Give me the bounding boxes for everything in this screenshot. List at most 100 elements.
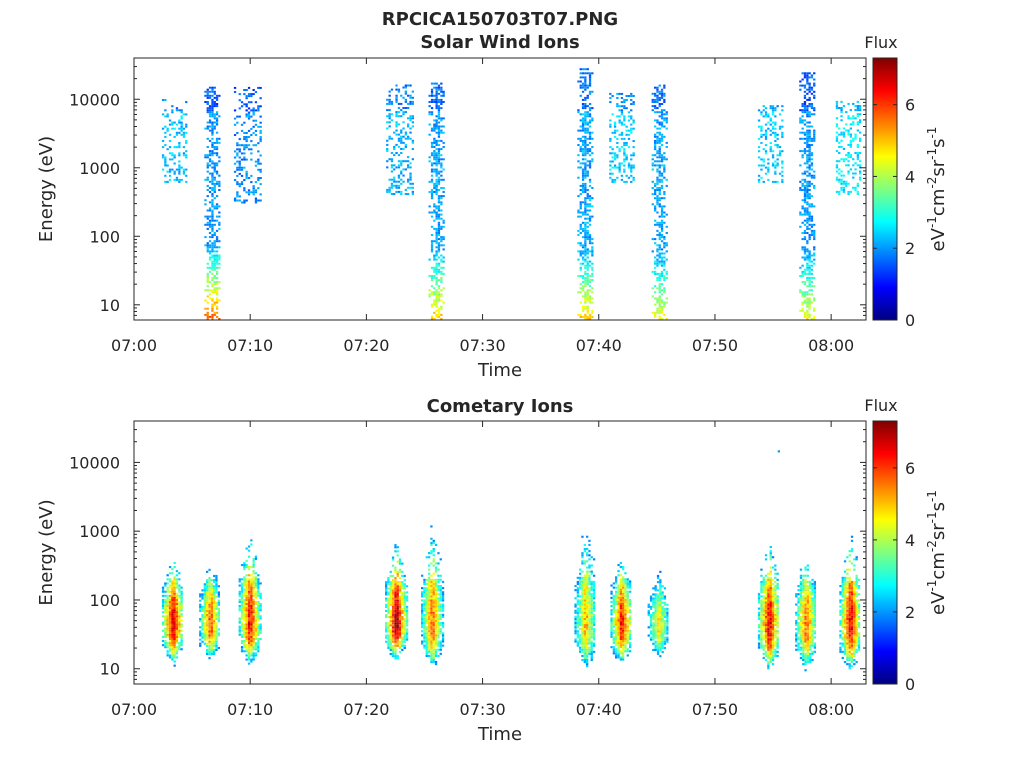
flux-cell [651, 311, 654, 314]
flux-cell [257, 105, 260, 108]
flux-cell [434, 587, 438, 590]
flux-cell [584, 295, 587, 298]
flux-cell [859, 131, 862, 134]
flux-cell [173, 652, 176, 655]
flux-cell [397, 88, 401, 91]
flux-cell [581, 648, 584, 651]
flux-cell [808, 215, 811, 218]
flux-cell [430, 279, 434, 282]
flux-cell [407, 156, 410, 159]
flux-cell [213, 601, 216, 604]
flux-cell [808, 131, 811, 134]
flux-cell [590, 597, 593, 600]
flux-cell [627, 115, 631, 118]
flux-cell [391, 614, 395, 617]
flux-cell [173, 644, 176, 647]
flux-cell [757, 146, 761, 149]
flux-cell [247, 586, 251, 589]
flux-cell [211, 98, 214, 101]
flux-cell [423, 599, 426, 602]
flux-cell [656, 90, 659, 93]
flux-cell [430, 628, 433, 631]
flux-cell [409, 172, 412, 175]
flux-cell [583, 595, 586, 598]
flux-cell [218, 221, 221, 224]
flux-cell [394, 653, 397, 656]
flux-cell [243, 609, 246, 612]
flux-cell [764, 111, 768, 114]
flux-cell [168, 158, 172, 161]
flux-cell [576, 591, 579, 594]
flux-cell [658, 131, 661, 134]
flux-cell [388, 98, 391, 101]
flux-cell [806, 279, 809, 282]
flux-cell [387, 577, 390, 580]
flux-cell [776, 144, 779, 147]
flux-cell [808, 223, 811, 226]
flux-cell [803, 252, 807, 255]
flux-cell [588, 135, 592, 138]
flux-cell [430, 234, 434, 236]
flux-cell [656, 299, 659, 302]
flux-cell [574, 597, 577, 600]
flux-cell [581, 86, 585, 89]
flux-cell [211, 193, 214, 196]
flux-cell [210, 634, 213, 637]
flux-cell [584, 272, 587, 275]
flux-cell [432, 646, 435, 649]
flux-cell [168, 594, 172, 597]
flux-cell [581, 119, 585, 122]
flux-cell [404, 98, 407, 101]
flux-cell [407, 94, 410, 97]
flux-cell [584, 158, 587, 161]
flux-cell [254, 629, 258, 632]
flux-cell [590, 646, 593, 649]
flux-cell [588, 275, 592, 277]
flux-cell [204, 215, 207, 218]
flux-cell [430, 591, 433, 594]
flux-cell [403, 587, 406, 590]
flux-cell [847, 131, 850, 134]
flux-cell [430, 646, 433, 649]
flux-cell [803, 103, 807, 105]
flux-cell [437, 291, 441, 294]
flux-cell [586, 213, 589, 216]
flux-cell [579, 615, 582, 618]
flux-cell [774, 160, 777, 163]
colorbar-tick-label: 2 [905, 239, 915, 258]
flux-cell [215, 103, 219, 105]
flux-cell [236, 199, 239, 202]
flux-cell [808, 137, 811, 140]
flux-cell [398, 589, 402, 592]
flux-cell [591, 90, 594, 93]
flux-cell [203, 626, 206, 629]
flux-cell [396, 642, 399, 645]
flux-cell [658, 295, 661, 298]
flux-cell [213, 240, 216, 243]
flux-cell [437, 154, 441, 157]
flux-cell [240, 582, 244, 585]
flux-cell [201, 640, 204, 643]
flux-cell [801, 291, 804, 294]
flux-cell [395, 111, 398, 114]
flux-cell [586, 174, 589, 177]
flux-cell [835, 150, 839, 152]
flux-cell [808, 279, 811, 282]
flux-cell [435, 152, 438, 155]
flux-cell [211, 223, 214, 226]
flux-cell [401, 622, 404, 625]
flux-cell [581, 174, 585, 177]
flux-cell [168, 600, 172, 603]
flux-cell [175, 629, 179, 632]
flux-cell [584, 115, 587, 118]
flux-cell [252, 187, 255, 190]
flux-cell [254, 594, 258, 597]
flux-cell [803, 248, 807, 251]
flux-cell [201, 609, 204, 612]
flux-cell [396, 611, 399, 614]
flux-cell [390, 193, 394, 195]
flux-cell [658, 111, 661, 114]
flux-cell [208, 139, 212, 142]
flux-cell [437, 232, 441, 234]
flux-cell [396, 630, 399, 633]
